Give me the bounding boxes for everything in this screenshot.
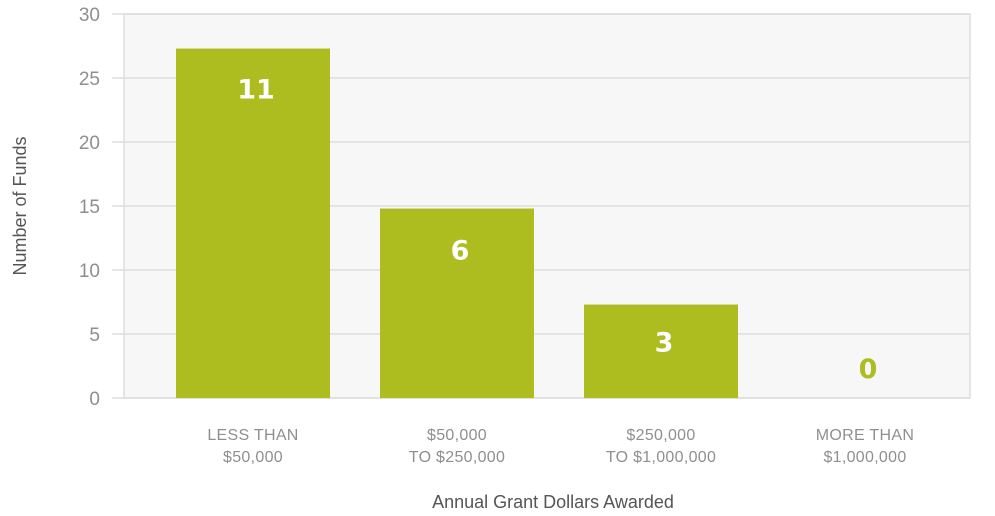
y-axis-ticks: 0 5 10 15 20 25 30	[79, 5, 100, 410]
x-tick-label: $250,000	[626, 427, 695, 444]
x-tick-label: TO $1,000,000	[606, 449, 716, 466]
y-tick-label: 15	[79, 197, 100, 218]
x-tick-label: TO $250,000	[409, 449, 505, 466]
data-label: 6	[451, 236, 470, 267]
bars	[176, 48, 738, 399]
x-tick-label: $1,000,000	[823, 449, 906, 466]
y-axis-title: Number of Funds	[10, 136, 30, 275]
data-label: 0	[859, 354, 878, 385]
bar	[176, 48, 330, 399]
y-tick-label: 5	[89, 325, 100, 346]
y-tick-label: 0	[89, 389, 100, 410]
x-tick-label: $50,000	[427, 427, 487, 444]
y-tick-label: 10	[79, 261, 100, 282]
x-tick-label: MORE THAN	[816, 427, 914, 444]
x-axis-categories: LESS THAN $50,000 $50,000 TO $250,000 $250,0…	[207, 427, 914, 466]
bar	[584, 304, 738, 398]
y-tick-label: 30	[79, 5, 100, 26]
y-tick-label: 25	[79, 69, 100, 90]
data-label: 11	[237, 75, 275, 106]
data-label: 3	[655, 328, 674, 359]
bar	[380, 208, 534, 398]
x-tick-label: LESS THAN	[207, 427, 298, 444]
data-labels: 11 6 3 0	[237, 75, 877, 385]
x-tick-label: $50,000	[223, 449, 283, 466]
y-tick-label: 20	[79, 133, 100, 154]
x-axis-title: Annual Grant Dollars Awarded	[432, 492, 674, 512]
